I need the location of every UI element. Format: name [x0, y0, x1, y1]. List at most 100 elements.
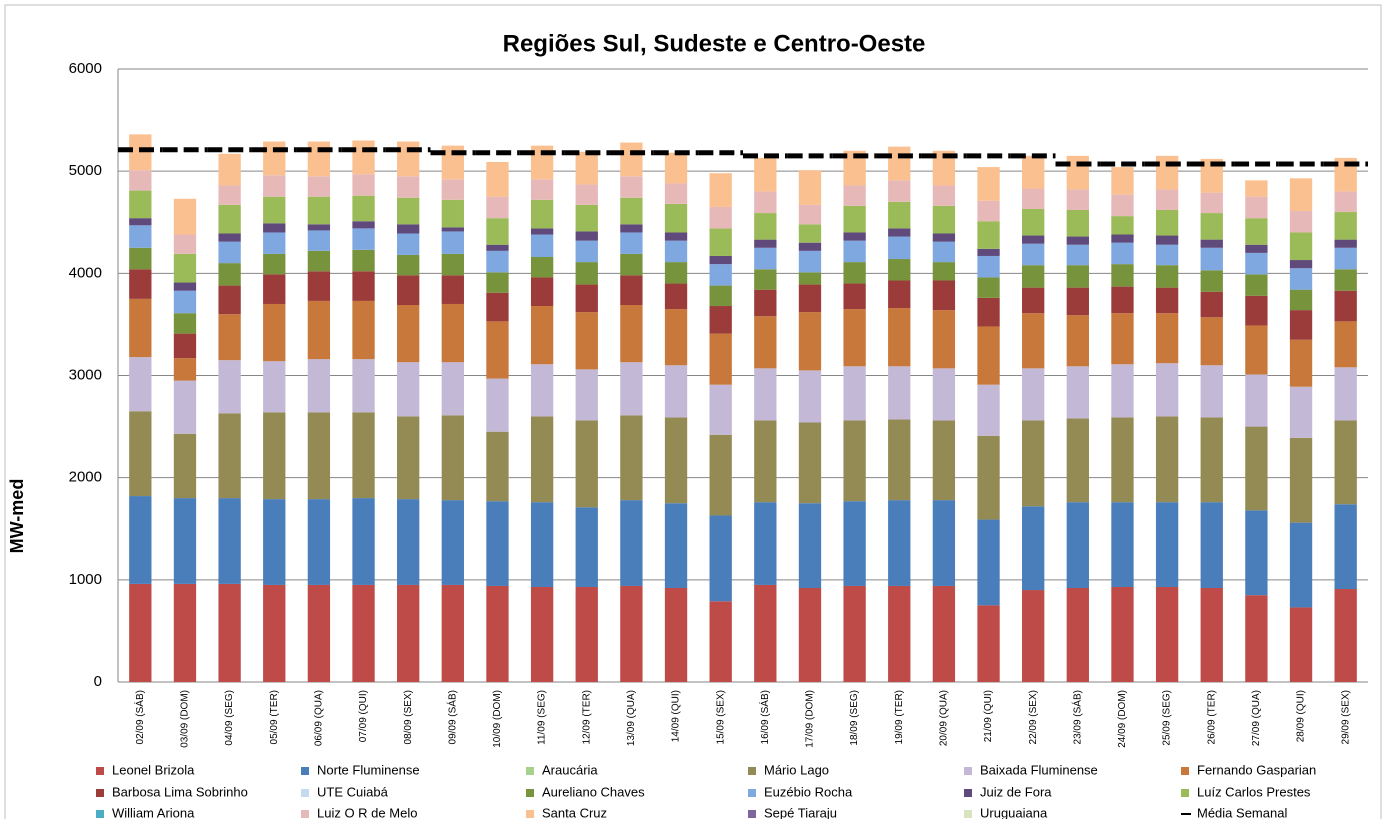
bar-segment: [1155, 189, 1179, 210]
bar-segment: [888, 228, 911, 237]
bar-segment: [1245, 325, 1268, 375]
bar-segment: [263, 274, 286, 304]
bar-segment: [441, 227, 464, 232]
bar-segment: [664, 417, 688, 504]
bar-segment: [1022, 243, 1045, 266]
bar-segment: [664, 309, 688, 366]
bar-segment: [1289, 522, 1313, 608]
bar-segment: [664, 240, 688, 263]
bar-segment: [932, 500, 956, 586]
bar-segment: [1334, 269, 1357, 291]
x-tick-label: 17/09 (DOM): [805, 690, 816, 748]
bar-segment: [218, 263, 241, 286]
bar-segment: [1022, 420, 1045, 507]
bar-segment: [129, 583, 152, 682]
bar-segment: [1245, 510, 1268, 596]
bar-segment: [1245, 196, 1268, 219]
bar-segment: [352, 195, 375, 222]
bar-segment: [1066, 418, 1089, 503]
bar-segment: [709, 264, 732, 286]
bar-segment: [798, 170, 822, 205]
bar-segment: [441, 415, 464, 501]
x-tick-label: 07/09 (QUI): [358, 690, 369, 742]
y-tick-label: 4000: [69, 264, 102, 281]
bar-segment: [1245, 295, 1268, 326]
legend-label: Luiz O R de Melo: [317, 805, 417, 819]
legend-marker: [301, 767, 309, 775]
bar-segment: [352, 221, 375, 229]
bar-segment: [1245, 218, 1268, 245]
legend-marker: [96, 789, 104, 797]
bar-segment: [798, 284, 822, 313]
bar-segment: [307, 412, 331, 500]
bar-segment: [709, 384, 732, 435]
bar-segment: [977, 605, 1000, 682]
bar-segment: [1066, 315, 1089, 367]
bar-segment: [843, 309, 866, 367]
legend-marker: [301, 789, 309, 797]
bar-segment: [888, 236, 911, 260]
bar-segment: [263, 412, 286, 500]
bar-segment: [307, 141, 331, 177]
bar-segment: [1155, 313, 1179, 364]
bar-segment: [530, 228, 554, 235]
bar-segment: [932, 241, 956, 263]
bar-segment: [530, 502, 554, 587]
bar-segment: [397, 584, 420, 682]
bar-segment: [932, 185, 956, 206]
bar-segment: [352, 498, 375, 585]
bar-segment: [1245, 274, 1268, 296]
bar-segment: [888, 280, 911, 309]
bar-segment: [709, 255, 732, 265]
bar-segment: [664, 152, 688, 184]
bar-segment: [1200, 247, 1223, 271]
bar-segment: [530, 306, 554, 365]
x-tick-label: 22/09 (SEX): [1028, 690, 1039, 744]
legend-marker: [1181, 789, 1189, 797]
bar-segment: [798, 503, 822, 589]
bar-segment: [1200, 239, 1223, 248]
bar-segment: [932, 420, 956, 501]
bar-segment: [932, 585, 956, 682]
bar-segment: [1334, 239, 1357, 248]
bar-segment: [709, 601, 732, 682]
bar-segment: [173, 380, 197, 434]
bar-segment: [932, 280, 956, 311]
bar-segment: [575, 369, 598, 421]
bar-segment: [441, 179, 464, 200]
bar-segment: [1334, 504, 1357, 590]
legend-label: Fernando Gasparian: [1197, 762, 1316, 777]
bar-segment: [1111, 264, 1134, 287]
x-tick-label: 02/09 (SÁB): [133, 690, 146, 744]
bar-segment: [530, 586, 554, 682]
bar-segment: [307, 224, 331, 231]
bar-segment: [1289, 232, 1313, 261]
bar-segment: [843, 205, 866, 233]
bar-segment: [664, 232, 688, 241]
bar-segment: [530, 199, 554, 229]
bar-segment: [1334, 589, 1357, 682]
bar-segment: [798, 312, 822, 371]
bar-segment: [1289, 310, 1313, 340]
bar-segment: [530, 364, 554, 417]
bar-segment: [486, 244, 509, 251]
bar-segment: [1200, 417, 1223, 503]
bar-segment: [1245, 595, 1268, 682]
bar-segment: [307, 250, 331, 272]
x-tick-label: 28/09 (QUI): [1296, 690, 1307, 742]
bar-segment: [530, 416, 554, 503]
bar-segment: [263, 584, 286, 682]
bar-segment: [709, 285, 732, 307]
bar-segment: [486, 431, 509, 502]
bar-segment: [129, 225, 152, 248]
bar-segment: [888, 201, 911, 229]
bar-segment: [397, 305, 420, 363]
bar-segment: [1155, 502, 1179, 587]
bar-segment: [129, 269, 152, 299]
bar-segment: [173, 313, 197, 334]
bar-segment: [486, 378, 509, 432]
bar-segment: [307, 359, 331, 413]
bar-segment: [441, 303, 464, 363]
x-tick-label: 10/09 (DOM): [492, 690, 503, 748]
bar-segment: [620, 197, 643, 225]
